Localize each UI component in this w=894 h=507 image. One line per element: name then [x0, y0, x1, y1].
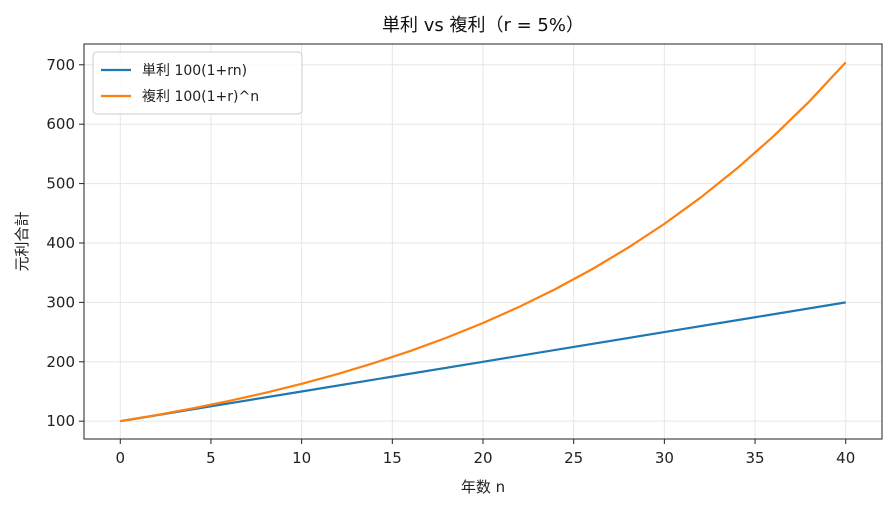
series-line-2: [120, 61, 847, 423]
x-tick-label: 20: [473, 449, 492, 467]
x-tick-label: 30: [655, 449, 674, 467]
x-tick-label: 40: [836, 449, 855, 467]
y-tick-label: 400: [46, 234, 75, 252]
x-axis-label: 年数 n: [461, 478, 505, 496]
x-tick-label: 25: [564, 449, 583, 467]
y-tick-label: 100: [46, 412, 75, 430]
x-axis: 0 5 10 15 20 25 30 35 40: [115, 439, 855, 467]
y-tick-label: 600: [46, 115, 75, 133]
y-axis: 100 200 300 400 500 600 700: [46, 56, 84, 430]
y-tick-label: 200: [46, 353, 75, 371]
y-tick-label: 700: [46, 56, 75, 74]
chart-title: 単利 vs 複利（r = 5%）: [382, 15, 584, 36]
legend: 単利 100(1+rn) 複利 100(1+r)^n: [92, 51, 303, 115]
legend-label-2: 複利 100(1+r)^n: [142, 88, 259, 105]
x-tick-label: 10: [292, 449, 311, 467]
x-tick-label: 0: [115, 449, 125, 467]
legend-box: [92, 51, 303, 115]
series-layer: [120, 61, 847, 423]
x-tick-label: 5: [206, 449, 216, 467]
y-tick-label: 500: [46, 175, 75, 193]
x-tick-label: 35: [745, 449, 764, 467]
x-tick-label: 15: [383, 449, 402, 467]
y-axis-label: 元利合計: [13, 211, 31, 271]
grid: [84, 44, 882, 439]
y-tick-label: 300: [46, 293, 75, 311]
series-line-1: [120, 301, 846, 423]
legend-label-1: 単利 100(1+rn): [142, 63, 247, 79]
